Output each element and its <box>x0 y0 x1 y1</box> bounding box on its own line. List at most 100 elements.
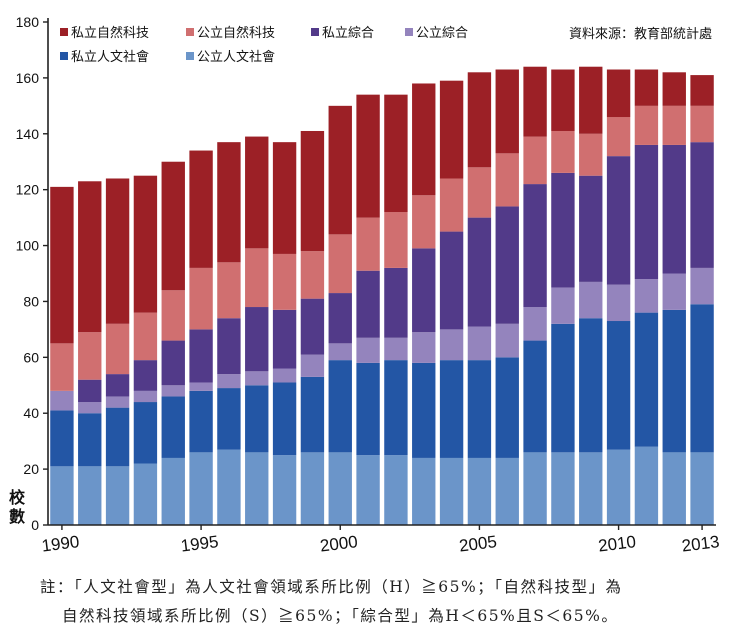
bar-2012-series-5 <box>662 72 686 106</box>
bar-1993-series-3 <box>133 360 158 391</box>
legend-swatch-3 <box>405 28 413 36</box>
bar-2003-series-2 <box>412 332 436 363</box>
legend-swatch-2 <box>311 28 319 36</box>
bar-2008-series-0 <box>551 452 575 525</box>
bar-2009-series-4 <box>579 133 603 176</box>
bar-2007-series-4 <box>523 136 547 185</box>
bar-1997-series-0 <box>245 452 269 525</box>
bar-1996-series-4 <box>217 262 241 319</box>
bar-2009-series-2 <box>579 281 603 319</box>
bar-2005-series-4 <box>467 167 492 218</box>
bar-1992-series-1 <box>105 407 130 467</box>
legend-swatch-5 <box>186 52 194 60</box>
bar-1997-series-2 <box>245 371 269 386</box>
bar-2002-series-2 <box>384 337 408 361</box>
bar-2008-series-3 <box>551 172 575 288</box>
bar-2000-series-3 <box>328 293 352 344</box>
y-tick-label-120: 120 <box>16 182 40 198</box>
legend-swatch-4 <box>60 52 68 60</box>
footnote-line-2: 自然科技領域系所比例（S）≧65%；「綜合型」為H＜65%且S＜65%。 <box>62 607 619 625</box>
bar-1992-series-5 <box>105 178 130 324</box>
bar-1996-series-2 <box>217 374 241 389</box>
legend-label-4: 私立人文社會 <box>71 49 149 65</box>
bar-1994-series-2 <box>161 385 185 397</box>
bar-1990-series-5 <box>50 186 74 344</box>
bar-1999-series-1 <box>300 376 325 453</box>
bar-1994-series-5 <box>161 161 185 291</box>
bar-1992-series-0 <box>105 466 130 525</box>
y-tick-label-0: 0 <box>31 517 39 533</box>
bar-1990-series-0 <box>50 466 74 525</box>
bar-2001-series-0 <box>356 455 380 525</box>
bar-2008-series-1 <box>551 323 575 453</box>
bar-1998-series-2 <box>272 368 297 383</box>
bar-1996-series-0 <box>217 449 241 525</box>
bar-2009-series-3 <box>579 175 603 282</box>
bar-2002-series-1 <box>384 360 408 456</box>
bar-2002-series-5 <box>384 94 408 213</box>
bar-1999-series-5 <box>300 130 325 252</box>
bar-2006-series-2 <box>495 323 519 358</box>
bar-2009-series-5 <box>579 66 603 134</box>
bar-1997-series-3 <box>245 307 269 372</box>
bar-2007-series-1 <box>523 340 547 453</box>
bar-1995-series-5 <box>189 150 213 268</box>
bar-2010-series-1 <box>606 321 631 450</box>
bar-1995-series-3 <box>189 329 213 383</box>
bar-2003-series-3 <box>412 248 436 333</box>
bar-2009-series-0 <box>579 452 603 525</box>
bar-1998-series-3 <box>272 309 297 369</box>
bar-1997-series-1 <box>245 385 269 453</box>
x-tick-label-1995: 1995 <box>180 532 220 555</box>
x-tick-label-2000: 2000 <box>319 532 359 555</box>
bar-1992-series-4 <box>105 323 130 375</box>
bar-1991-series-3 <box>78 379 102 403</box>
bar-1991-series-1 <box>78 413 102 467</box>
bar-1999-series-4 <box>300 251 325 299</box>
x-tick-label-2005: 2005 <box>458 532 498 555</box>
bar-2011-series-0 <box>634 446 659 525</box>
legend-label-5: 公立人文社會 <box>197 49 275 65</box>
bar-1991-series-2 <box>78 402 102 414</box>
bar-1993-series-4 <box>133 312 158 361</box>
bar-1995-series-2 <box>189 382 213 391</box>
bar-2002-series-3 <box>384 267 408 338</box>
bar-2010-series-2 <box>606 284 631 322</box>
bar-1994-series-0 <box>161 457 185 525</box>
bar-2005-series-0 <box>467 457 492 525</box>
bar-2000-series-1 <box>328 360 352 453</box>
bar-1994-series-4 <box>161 290 185 341</box>
bar-2001-series-3 <box>356 270 380 338</box>
x-tick-label-2010: 2010 <box>597 532 637 555</box>
y-tick-label-40: 40 <box>23 405 39 421</box>
bar-1996-series-5 <box>217 142 241 263</box>
x-tick-label-1990: 1990 <box>41 532 81 555</box>
bar-2010-series-5 <box>606 69 631 118</box>
bar-2004-series-0 <box>439 457 464 525</box>
bar-2011-series-2 <box>634 279 659 313</box>
bar-2006-series-1 <box>495 357 519 458</box>
y-tick-label-80: 80 <box>23 293 39 309</box>
x-tick-label-2013: 2013 <box>681 532 721 555</box>
bar-2011-series-1 <box>634 312 659 447</box>
bar-2011-series-4 <box>634 105 659 145</box>
bar-1998-series-0 <box>272 455 297 525</box>
bar-2005-series-5 <box>467 72 492 168</box>
bar-1992-series-2 <box>105 396 130 408</box>
bar-2007-series-5 <box>523 66 547 137</box>
y-tick-label-180: 180 <box>16 14 40 30</box>
bar-1991-series-0 <box>78 466 102 525</box>
bar-2001-series-4 <box>356 217 380 271</box>
bar-2004-series-5 <box>439 80 464 179</box>
bar-2005-series-2 <box>467 326 492 361</box>
bar-2013-series-3 <box>690 142 714 268</box>
bar-1994-series-1 <box>161 396 185 458</box>
source-note: 資料來源：教育部統計處 <box>569 26 712 42</box>
bar-2009-series-1 <box>579 318 603 453</box>
y-tick-label-100: 100 <box>16 238 40 254</box>
y-axis-label-char-1: 數 <box>9 507 25 526</box>
bar-2013-series-5 <box>690 75 714 106</box>
legend-label-2: 私立綜合 <box>322 26 374 41</box>
bar-2012-series-2 <box>662 273 686 310</box>
